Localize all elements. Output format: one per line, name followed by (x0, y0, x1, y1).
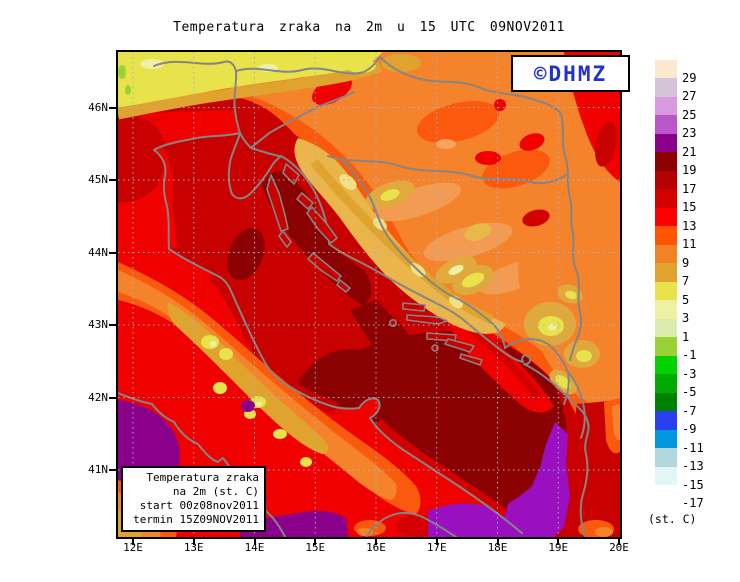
info-line: start 00z08nov2011 (139, 499, 259, 512)
lon-tick (314, 539, 317, 545)
info-line: termin 15Z09NOV2011 (133, 513, 259, 526)
colorbar-label: 15 (682, 200, 697, 214)
colorbar-swatch (655, 485, 677, 504)
lat-tick (109, 179, 116, 181)
colorbar-label: 17 (682, 181, 697, 196)
page-title: Temperatura zraka na 2m u 15 UTC 09NOV20… (173, 20, 565, 35)
colorbar-label: 3 (682, 311, 690, 325)
lon-tick (192, 539, 195, 545)
lat-axis-label: 42N (88, 390, 108, 404)
colorbar-label: 7 (682, 274, 690, 288)
colorbar-swatch (655, 337, 677, 356)
lon-axis-label: 15E (305, 541, 326, 554)
colorbar-swatch (655, 78, 677, 97)
lat-axis-label: 44N (88, 245, 108, 259)
colorbar-label: -13 (682, 459, 704, 473)
colorbar-label: 27 (682, 89, 697, 103)
colorbar-label: -11 (682, 440, 704, 455)
colorbar-swatch (655, 226, 677, 245)
colorbar-swatch (655, 133, 677, 152)
colorbar-label: 29 (682, 70, 697, 85)
islands (266, 163, 483, 366)
colorbar-swatch (655, 263, 677, 282)
info-box: Temperatura zraka na 2m (st. C) start 00… (121, 466, 266, 532)
colorbar-swatch (655, 374, 677, 393)
colorbar-swatch (655, 300, 677, 319)
colorbar-label: -1 (682, 348, 697, 362)
colorbar-swatch (655, 115, 677, 134)
lat-tick (109, 469, 116, 471)
lon-axis-label: 16E (366, 541, 386, 554)
colorbar-label: 23 (682, 126, 697, 140)
dhmz-logo-text: ©DHMZ (533, 61, 608, 86)
lon-axis-label: 14E (244, 541, 265, 554)
colorbar-label: -3 (682, 366, 697, 381)
lon-tick (496, 539, 499, 545)
graticule-gridlines (118, 52, 620, 537)
colorbar-units: (st. C) (648, 512, 697, 526)
map-frame (116, 50, 622, 539)
temperature-fill-layers (118, 52, 620, 537)
lat-axis-label: 43N (88, 318, 108, 331)
lon-axis-label: 17E (426, 541, 447, 554)
colorbar-swatch (655, 466, 677, 485)
lat-axis-label: 41N (88, 463, 108, 476)
lon-axis-label: 13E (183, 541, 204, 554)
colorbar-swatch (655, 355, 677, 374)
colorbar-label: -7 (682, 403, 697, 418)
colorbar-swatch (655, 244, 677, 263)
lat-tick (109, 396, 116, 399)
info-line: na 2m (st. C) (172, 485, 259, 498)
colorbar-swatch (655, 429, 677, 448)
lon-tick (557, 539, 560, 545)
temperature-map (118, 52, 620, 537)
colorbar-label: -9 (682, 422, 697, 436)
lon-axis-label: 19E (548, 541, 569, 554)
lat-tick (109, 106, 116, 109)
colorbar-label: 11 (682, 237, 697, 251)
lon-tick (253, 539, 256, 545)
colorbar-swatch (655, 189, 677, 208)
colorbar-label: -15 (682, 477, 704, 492)
lon-axis-label: 20E (609, 541, 629, 554)
colorbar-label: -17 (682, 496, 704, 510)
info-line: Temperatura zraka (146, 471, 259, 484)
lon-tick (132, 539, 134, 545)
lon-tick (435, 539, 438, 545)
colorbar-label: 9 (682, 255, 690, 270)
coastlines-and-borders (118, 56, 590, 537)
colorbar-swatch (655, 411, 677, 430)
colorbar-label: 21 (682, 144, 697, 159)
colorbar-swatch (655, 96, 677, 115)
colorbar-label: 5 (682, 292, 690, 307)
lat-axis-label: 46N (88, 100, 108, 114)
colorbar-swatch (655, 318, 677, 337)
colorbar-label: 1 (682, 329, 690, 344)
colorbar-swatch (655, 207, 677, 226)
lon-tick (618, 539, 620, 545)
colorbar-label: 13 (682, 218, 697, 233)
dhmz-logo: ©DHMZ (511, 55, 630, 92)
colorbar-swatch (655, 281, 677, 300)
lat-tick (109, 251, 116, 254)
colorbar-swatch (655, 152, 677, 171)
colorbar-swatch (655, 59, 677, 78)
colorbar-swatch (655, 448, 677, 467)
colorbar-label: 25 (682, 107, 697, 122)
lat-tick (109, 324, 116, 326)
lat-axis-label: 45N (88, 173, 108, 186)
colorbar-label: 19 (682, 163, 697, 177)
lon-axis-label: 18E (487, 541, 508, 554)
lon-tick (375, 539, 377, 545)
colorbar-swatch (655, 392, 677, 411)
lon-axis-label: 12E (123, 541, 143, 554)
colorbar-label: -5 (682, 385, 697, 399)
colorbar-swatch (655, 170, 677, 189)
